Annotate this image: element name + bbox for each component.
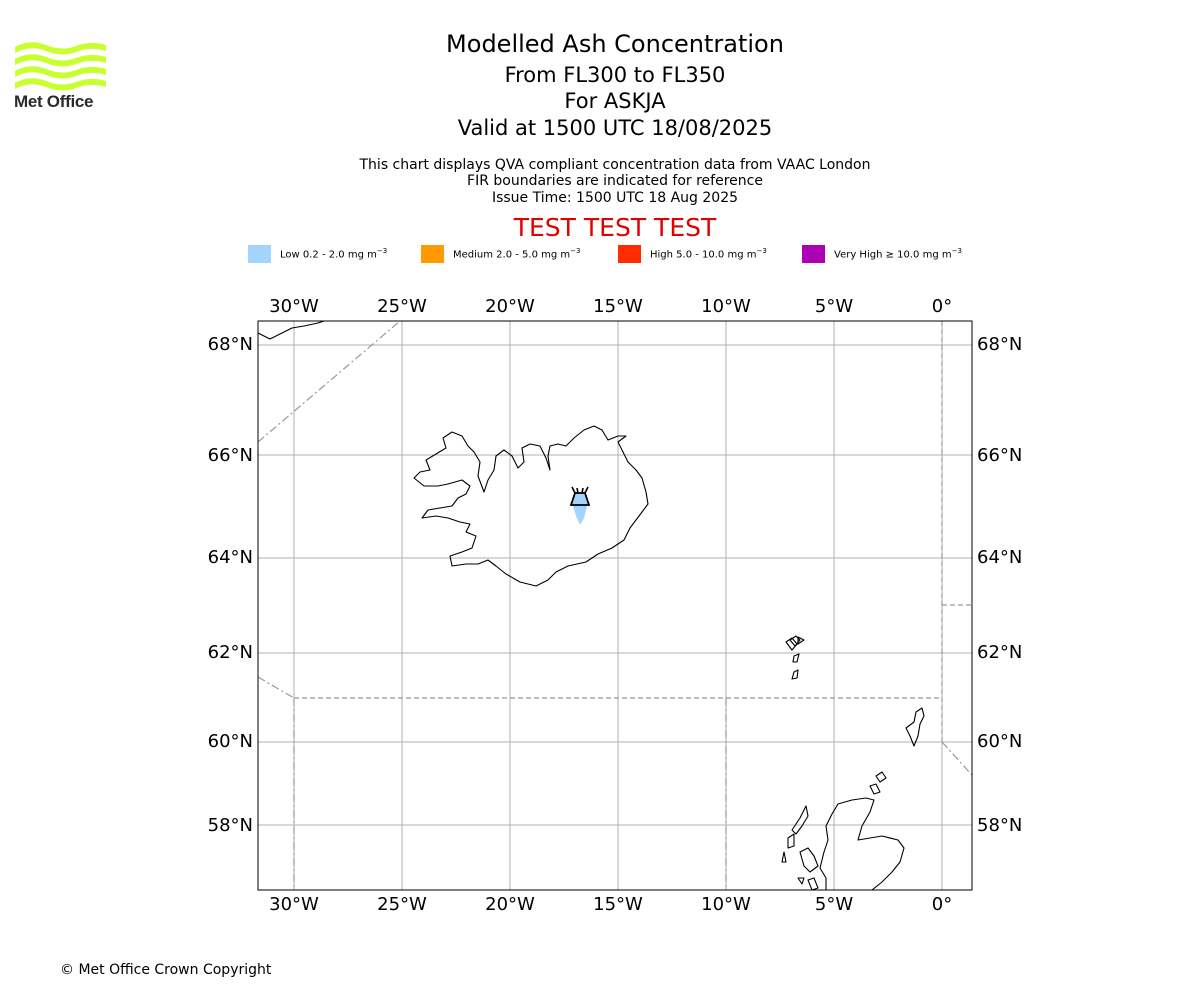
lon-tick-bottom: 5°W bbox=[815, 894, 853, 915]
lon-tick-top: 20°W bbox=[485, 296, 535, 317]
lon-tick-top: 10°W bbox=[701, 296, 751, 317]
map-gridlines bbox=[258, 321, 972, 890]
legend-swatch-very-high bbox=[802, 245, 825, 263]
lat-tick-right: 64°N bbox=[977, 547, 1022, 568]
lat-tick-left: 60°N bbox=[208, 731, 253, 752]
lat-tick-left: 66°N bbox=[208, 445, 253, 466]
lat-tick-right: 62°N bbox=[977, 642, 1022, 663]
legend-label-low: Low 0.2 - 2.0 mg m−3 bbox=[280, 247, 388, 261]
lon-tick-top: 5°W bbox=[815, 296, 853, 317]
lat-tick-right: 58°N bbox=[977, 815, 1022, 836]
met-office-logo-icon bbox=[15, 42, 106, 91]
lon-tick-bottom: 25°W bbox=[377, 894, 427, 915]
top-lon-ticks: 30°W 25°W 20°W 15°W 10°W 5°W 0° bbox=[269, 296, 952, 317]
issue-time: Issue Time: 1500 UTC 18 Aug 2025 bbox=[491, 190, 739, 206]
left-lat-ticks: 68°N 66°N 64°N 62°N 60°N 58°N bbox=[208, 334, 253, 836]
map-frame bbox=[257, 320, 973, 891]
legend-swatch-medium bbox=[421, 245, 444, 263]
coastlines bbox=[258, 321, 925, 890]
bottom-lon-ticks: 30°W 25°W 20°W 15°W 10°W 5°W 0° bbox=[269, 894, 952, 915]
lon-tick-bottom: 10°W bbox=[701, 894, 751, 915]
lat-tick-left: 58°N bbox=[208, 815, 253, 836]
lat-tick-left: 62°N bbox=[208, 642, 253, 663]
lon-tick-bottom: 15°W bbox=[593, 894, 643, 915]
lat-tick-right: 60°N bbox=[977, 731, 1022, 752]
lat-tick-left: 64°N bbox=[208, 547, 253, 568]
iceland-coastline bbox=[413, 425, 649, 587]
legend-item-high: High 5.0 - 10.0 mg m−3 bbox=[618, 244, 767, 264]
lat-tick-right: 68°N bbox=[977, 334, 1022, 355]
volcano-name: For ASKJA bbox=[564, 89, 666, 113]
description-line-1: This chart displays QVA compliant concen… bbox=[359, 157, 871, 173]
lon-tick-bottom: 20°W bbox=[485, 894, 535, 915]
right-lat-ticks: 68°N 66°N 64°N 62°N 60°N 58°N bbox=[977, 334, 1022, 836]
chart-title: Modelled Ash Concentration bbox=[446, 30, 784, 58]
description-line-2: FIR boundaries are indicated for referen… bbox=[467, 173, 763, 189]
test-banner: TEST TEST TEST bbox=[513, 213, 717, 242]
legend-swatch-low bbox=[248, 245, 271, 263]
legend-swatch-high bbox=[618, 245, 641, 263]
lon-tick-top: 25°W bbox=[377, 296, 427, 317]
volcano-icon bbox=[569, 486, 591, 506]
legend-label-very-high: Very High ≥ 10.0 mg m−3 bbox=[834, 247, 962, 261]
legend-item-medium: Medium 2.0 - 5.0 mg m−3 bbox=[421, 244, 580, 264]
logo-text: Met Office bbox=[14, 92, 94, 111]
valid-time: Valid at 1500 UTC 18/08/2025 bbox=[457, 116, 773, 140]
flight-level: From FL300 to FL350 bbox=[504, 63, 726, 87]
lon-tick-top: 15°W bbox=[593, 296, 643, 317]
legend-item-very-high: Very High ≥ 10.0 mg m−3 bbox=[802, 244, 962, 264]
legend-item-low: Low 0.2 - 2.0 mg m−3 bbox=[248, 244, 387, 264]
lat-tick-right: 66°N bbox=[977, 445, 1022, 466]
lon-tick-top: 0° bbox=[932, 296, 952, 317]
ash-area-low bbox=[572, 502, 588, 525]
scotland-coastline bbox=[819, 797, 905, 890]
lon-tick-bottom: 0° bbox=[932, 894, 952, 915]
legend-label-medium: Medium 2.0 - 5.0 mg m−3 bbox=[453, 247, 581, 261]
lat-tick-left: 68°N bbox=[208, 334, 253, 355]
copyright-text: © Met Office Crown Copyright bbox=[60, 962, 272, 978]
fir-boundaries bbox=[258, 321, 972, 890]
lon-tick-bottom: 30°W bbox=[269, 894, 319, 915]
legend-label-high: High 5.0 - 10.0 mg m−3 bbox=[650, 247, 767, 261]
lon-tick-top: 30°W bbox=[269, 296, 319, 317]
